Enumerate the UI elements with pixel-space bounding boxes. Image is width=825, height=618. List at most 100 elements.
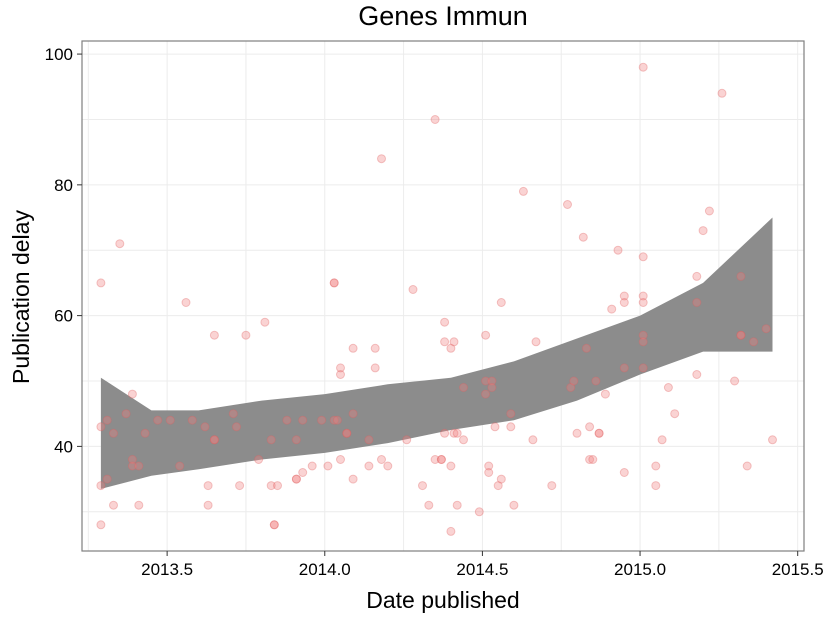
data-point	[165, 415, 175, 425]
data-point	[446, 526, 456, 536]
x-tick-label: 2013.5	[141, 560, 193, 579]
data-point	[181, 298, 191, 307]
data-point	[768, 435, 777, 445]
chart-title: Genes Immun	[358, 1, 528, 31]
data-point	[692, 298, 702, 307]
data-point	[307, 461, 317, 471]
data-point	[336, 363, 345, 373]
data-point	[430, 455, 440, 464]
data-point	[459, 435, 468, 445]
data-point	[452, 500, 462, 510]
data-point	[487, 376, 497, 386]
data-point	[736, 330, 746, 340]
data-point	[638, 291, 648, 301]
data-point	[336, 455, 345, 464]
data-point	[175, 461, 185, 471]
data-point	[109, 428, 118, 438]
data-point	[348, 343, 358, 353]
data-point	[736, 271, 746, 281]
y-tick-label: 80	[54, 176, 73, 195]
data-point	[484, 461, 494, 471]
data-point	[761, 324, 771, 334]
data-point	[332, 415, 342, 425]
data-point	[140, 428, 150, 438]
data-point	[121, 409, 131, 419]
data-point	[364, 435, 374, 445]
data-point	[102, 474, 112, 484]
data-point	[266, 481, 276, 491]
data-point	[329, 278, 339, 288]
grid	[82, 41, 804, 551]
data-point	[298, 468, 308, 477]
data-point	[96, 520, 106, 530]
data-point	[402, 435, 412, 445]
data-point	[638, 363, 648, 373]
data-point	[578, 232, 588, 242]
data-point	[235, 481, 245, 491]
y-tick-label: 60	[54, 307, 73, 326]
data-point	[670, 409, 680, 419]
data-point	[506, 422, 516, 432]
data-point	[446, 461, 456, 471]
data-point	[638, 337, 648, 347]
data-point	[282, 415, 292, 425]
data-point	[698, 226, 708, 236]
smooth-band	[100, 217, 773, 489]
data-point	[474, 507, 484, 517]
data-point	[481, 389, 491, 399]
data-point	[187, 415, 197, 425]
data-point	[291, 474, 301, 484]
data-point	[127, 461, 137, 471]
data-point	[203, 481, 213, 491]
data-point	[692, 370, 702, 379]
data-point	[436, 455, 446, 464]
data-point	[408, 285, 418, 294]
data-point	[619, 291, 629, 301]
data-point	[209, 435, 219, 445]
data-point	[291, 435, 301, 445]
data-point	[254, 455, 264, 464]
data-point	[588, 455, 598, 464]
data-point	[638, 298, 648, 307]
data-point	[329, 278, 339, 288]
data-point	[342, 428, 352, 438]
data-point	[96, 278, 106, 288]
data-point	[509, 500, 519, 510]
data-point	[241, 330, 251, 340]
data-point	[260, 317, 270, 327]
y-tick-label: 40	[54, 437, 73, 456]
data-point	[96, 481, 106, 491]
data-point	[531, 337, 541, 347]
data-point	[298, 415, 308, 425]
data-point	[481, 376, 491, 386]
data-point	[749, 337, 759, 347]
data-point	[153, 415, 163, 425]
data-point	[329, 415, 339, 425]
data-point	[717, 88, 727, 98]
data-point	[582, 343, 591, 353]
data-point	[115, 239, 125, 249]
data-point	[127, 455, 137, 464]
data-point	[440, 337, 450, 347]
data-point	[342, 428, 352, 438]
data-point	[449, 337, 459, 347]
data-point	[418, 481, 427, 491]
data-point	[209, 330, 219, 340]
data-point	[496, 298, 506, 307]
data-point	[273, 481, 282, 491]
data-point	[692, 271, 702, 281]
data-point	[657, 435, 667, 445]
data-point	[651, 481, 661, 491]
data-point	[127, 389, 137, 399]
data-point	[269, 520, 279, 530]
data-point	[481, 330, 491, 340]
data-point	[484, 468, 494, 477]
data-point	[291, 474, 301, 484]
data-point	[638, 62, 648, 72]
data-point	[638, 330, 648, 340]
data-point	[383, 461, 393, 471]
data-point	[348, 474, 358, 484]
data-point	[651, 461, 661, 471]
data-point	[607, 304, 617, 314]
